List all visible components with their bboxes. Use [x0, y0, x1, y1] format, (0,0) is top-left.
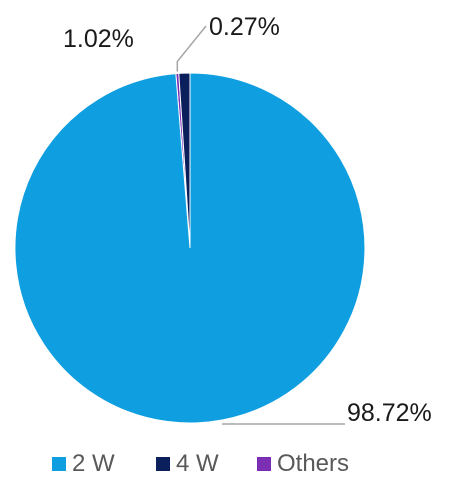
- data-label-2-w: 98.72%: [347, 399, 432, 427]
- pie-slice-2-w: [15, 73, 365, 423]
- leader-line-others: [177, 26, 206, 72]
- legend: 2 W 4 W Others: [52, 450, 349, 477]
- legend-label-4-w: 4 W: [176, 450, 219, 477]
- legend-label-2-w: 2 W: [72, 450, 115, 477]
- legend-label-others: Others: [277, 450, 349, 477]
- data-label-others: 0.27%: [209, 13, 280, 41]
- data-label-4-w: 1.02%: [63, 25, 134, 53]
- legend-swatch-2-w: [52, 457, 66, 471]
- legend-swatch-others: [257, 457, 271, 471]
- legend-swatch-4-w: [156, 457, 170, 471]
- pie-slices: [15, 73, 365, 423]
